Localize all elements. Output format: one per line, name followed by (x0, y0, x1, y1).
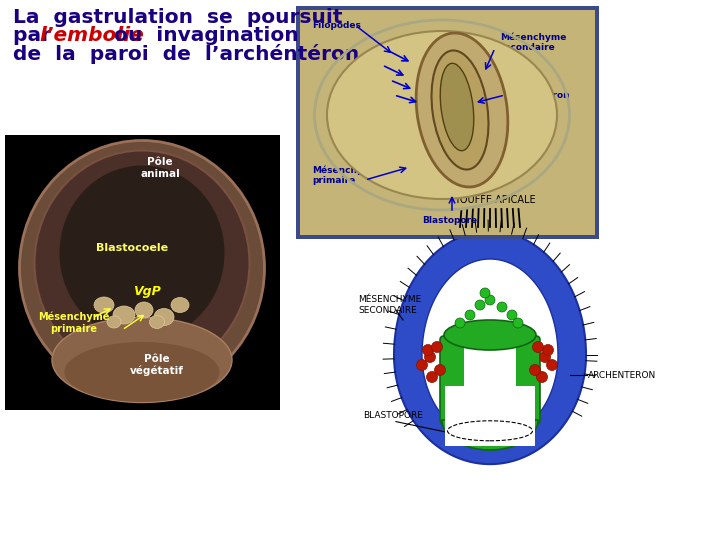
Polygon shape (422, 259, 558, 440)
Circle shape (497, 302, 507, 312)
Text: Blastopore: Blastopore (422, 216, 477, 225)
Text: La  gastrulation  se  poursuit: La gastrulation se poursuit (13, 8, 343, 27)
Ellipse shape (94, 297, 114, 313)
FancyBboxPatch shape (300, 10, 595, 235)
Circle shape (475, 300, 485, 310)
Circle shape (539, 352, 551, 362)
Circle shape (416, 360, 428, 370)
Ellipse shape (327, 31, 557, 199)
Circle shape (542, 345, 554, 355)
Circle shape (425, 352, 436, 362)
Circle shape (480, 288, 490, 298)
Text: Pôle
végétatif: Pôle végétatif (130, 354, 184, 376)
Text: Mésenchyme
primaire: Mésenchyme primaire (38, 312, 109, 334)
FancyBboxPatch shape (440, 336, 466, 424)
Ellipse shape (52, 318, 232, 402)
Polygon shape (458, 420, 522, 443)
FancyBboxPatch shape (296, 6, 599, 239)
Text: BLASTOPORE: BLASTOPORE (363, 411, 423, 420)
Ellipse shape (154, 308, 174, 326)
Text: TOUFFE APICALE: TOUFFE APICALE (454, 195, 536, 205)
Text: Blastocoele: Blastocoele (96, 243, 168, 253)
Polygon shape (394, 231, 586, 464)
Ellipse shape (416, 33, 508, 187)
Ellipse shape (444, 320, 536, 350)
Circle shape (485, 295, 495, 305)
Text: Filopodes: Filopodes (312, 21, 361, 30)
Text: ARCHENTERON: ARCHENTERON (588, 370, 656, 380)
Ellipse shape (113, 306, 135, 324)
Circle shape (536, 372, 547, 382)
Circle shape (431, 341, 443, 353)
Ellipse shape (107, 316, 121, 328)
Text: MÉSENCHYME
SECONDAIRE: MÉSENCHYME SECONDAIRE (358, 295, 421, 315)
Text: par: par (13, 26, 58, 45)
Ellipse shape (440, 63, 474, 151)
Text: l’embolie: l’embolie (39, 26, 144, 45)
Ellipse shape (171, 298, 189, 313)
Text: Mésenchyme
secondaire: Mésenchyme secondaire (500, 32, 567, 52)
FancyBboxPatch shape (5, 135, 280, 410)
Polygon shape (442, 420, 538, 450)
Text: Pôle
animal: Pôle animal (140, 157, 180, 179)
FancyBboxPatch shape (464, 330, 516, 425)
Circle shape (455, 318, 465, 328)
Ellipse shape (135, 302, 153, 318)
Circle shape (423, 345, 433, 355)
Ellipse shape (431, 50, 488, 170)
Circle shape (465, 310, 475, 320)
Circle shape (513, 318, 523, 328)
FancyBboxPatch shape (445, 386, 535, 446)
Circle shape (533, 341, 544, 353)
Circle shape (507, 310, 517, 320)
Circle shape (434, 364, 446, 375)
Text: Archentéron: Archentéron (507, 91, 571, 100)
Text: VgP: VgP (133, 286, 161, 299)
Circle shape (426, 372, 438, 382)
Circle shape (529, 364, 541, 375)
Text: ou  invagination: ou invagination (107, 26, 299, 45)
Text: de  la  paroi  de  l’archéntéron.: de la paroi de l’archéntéron. (13, 44, 366, 64)
Circle shape (546, 360, 557, 370)
Ellipse shape (65, 342, 220, 402)
FancyBboxPatch shape (514, 336, 540, 424)
Ellipse shape (60, 165, 225, 341)
Ellipse shape (35, 151, 250, 375)
Ellipse shape (19, 140, 264, 395)
Text: Mésenchyme
primaire: Mésenchyme primaire (312, 165, 379, 185)
Ellipse shape (150, 315, 164, 328)
